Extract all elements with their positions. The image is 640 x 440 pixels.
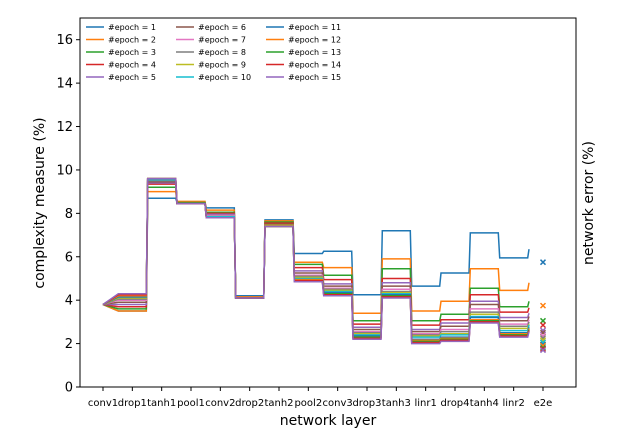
legend-entry-epoch-15: #epoch = 15: [288, 73, 341, 82]
legend-entry-epoch-11: #epoch = 11: [288, 23, 341, 32]
x-tick-label: conv3: [323, 398, 353, 409]
x-tick-label: linr1: [414, 398, 436, 409]
legend-entry-epoch-12: #epoch = 12: [288, 36, 341, 45]
y-axis-label: complexity measure (%): [32, 117, 48, 288]
x-tick-label: tanh3: [382, 398, 411, 409]
x-tick-label: conv1: [88, 398, 118, 409]
e2e-marker-epoch-2: [539, 302, 547, 309]
x-tick-label: drop4: [440, 398, 469, 409]
y-tick-label: 10: [56, 163, 73, 178]
legend-entry-epoch-5: #epoch = 5: [108, 73, 156, 82]
e2e-marker-epoch-13: [539, 344, 547, 351]
legend-entry-epoch-6: #epoch = 6: [198, 23, 246, 32]
e2e-marker-epoch-14: [539, 345, 547, 353]
x-tick-label: linr2: [502, 398, 524, 409]
legend-entry-epoch-2: #epoch = 2: [108, 36, 156, 45]
x-tick-label: pool2: [294, 398, 322, 409]
e2e-marker-epoch-4: [539, 322, 547, 329]
y-tick-label: 4: [65, 294, 73, 309]
x-axis-ticks: conv1 drop1 tanh1 pool1 conv2 drop2 tanh2 pool2…: [88, 387, 552, 409]
legend: #epoch = 1 #epoch = 2 #epoch = 3 #epoch = 4…: [86, 23, 341, 82]
x-tick-label: drop1: [118, 398, 147, 409]
y-tick-label: 16: [56, 33, 73, 48]
x-tick-label: drop2: [235, 398, 264, 409]
e2e-marker-epoch-5: [539, 327, 547, 334]
x-axis-label: network layer: [280, 413, 377, 429]
series-line-epoch-15: [102, 177, 530, 345]
x-tick-label: conv2: [205, 398, 235, 409]
e2e-markers: [539, 259, 547, 354]
y-tick-label: 8: [65, 207, 73, 222]
series-layer: [102, 177, 530, 345]
y-tick-label: 6: [65, 250, 73, 265]
legend-entry-epoch-7: #epoch = 7: [198, 36, 246, 45]
y-tick-label: 2: [65, 337, 73, 352]
x-tick-label: tanh1: [147, 398, 176, 409]
e2e-marker-epoch-1: [539, 259, 547, 266]
legend-entry-epoch-10: #epoch = 10: [198, 73, 251, 82]
y-axis-label-right: network error (%): [581, 141, 597, 265]
x-tick-label: pool1: [177, 398, 205, 409]
x-tick-label: tanh4: [470, 398, 499, 409]
e2e-marker-epoch-15: [539, 347, 547, 354]
legend-entry-epoch-9: #epoch = 9: [198, 61, 246, 70]
legend-entry-epoch-1: #epoch = 1: [108, 23, 156, 32]
legend-entry-epoch-4: #epoch = 4: [108, 61, 156, 70]
plot-frame: [79, 17, 577, 388]
legend-entry-epoch-13: #epoch = 13: [288, 48, 341, 57]
legend-entry-epoch-3: #epoch = 3: [108, 48, 156, 57]
y-tick-label: 14: [56, 77, 73, 92]
axes: [79, 17, 577, 388]
x-tick-label: e2e: [534, 398, 553, 409]
y-tick-label: 0: [65, 381, 73, 396]
y-axis-ticks: 0 2 4 6 8 10 12 14 16: [56, 33, 80, 396]
x-tick-label: tanh2: [264, 398, 293, 409]
legend-entry-epoch-14: #epoch = 14: [288, 61, 341, 70]
x-tick-label: drop3: [352, 398, 381, 409]
plot-area: [80, 18, 576, 387]
legend-entry-epoch-8: #epoch = 8: [198, 48, 246, 57]
y-tick-label: 12: [56, 120, 73, 135]
